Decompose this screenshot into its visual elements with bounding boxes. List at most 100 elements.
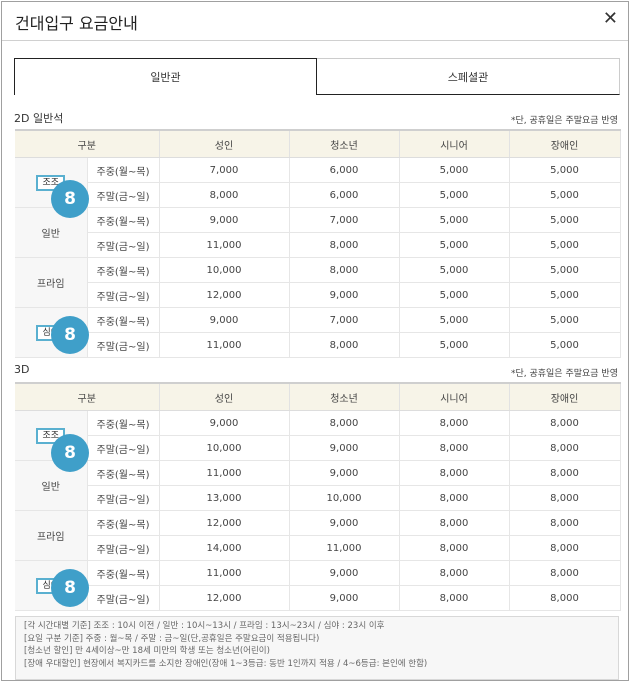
- table-row: 조조 주중(월~목) 7,000 6,000 5,000 5,000: [15, 157, 621, 208]
- price-cell: 8,000: [509, 460, 621, 486]
- price-cell: 5,000: [509, 307, 621, 333]
- section-title-2d: 2D 일반석: [14, 112, 64, 125]
- column-header: 구분: [15, 382, 160, 411]
- price-cell: 5,000: [509, 157, 621, 183]
- price-cell: 8,000: [399, 560, 510, 586]
- table-row: 주말(금~일) 11,000 8,000 5,000 5,000: [15, 232, 621, 258]
- tab-general[interactable]: 일반관: [14, 58, 317, 95]
- price-cell: 10,000: [289, 485, 400, 511]
- column-header: 청소년: [289, 382, 400, 411]
- price-cell: 9,000: [159, 307, 290, 333]
- table-row: 프라임 주중(월~목) 10,000 8,000 5,000 5,000: [15, 257, 621, 308]
- price-cell: 5,000: [399, 307, 510, 333]
- price-cell: 6,000: [289, 157, 400, 183]
- time-label: 프라임: [36, 532, 65, 543]
- price-cell: 9,000: [159, 207, 290, 233]
- price-cell: 14,000: [159, 535, 290, 561]
- price-cell: 8,000: [289, 257, 400, 283]
- day-label: 주중(월~목): [87, 207, 160, 233]
- price-cell: 12,000: [159, 510, 290, 536]
- day-label: 주말(금~일): [87, 182, 160, 208]
- price-cell: 9,000: [289, 510, 400, 536]
- price-cell: 6,000: [289, 182, 400, 208]
- price-cell: 9,000: [289, 560, 400, 586]
- price-cell: 5,000: [509, 182, 621, 208]
- price-cell: 7,000: [289, 307, 400, 333]
- table-row: 주말(금~일) 14,000 11,000 8,000 8,000: [15, 535, 621, 561]
- table-row: 조조 주중(월~목) 9,000 8,000 8,000 8,000: [15, 410, 621, 461]
- price-cell: 7,000: [159, 157, 290, 183]
- column-header: 시니어: [399, 382, 510, 411]
- price-cell: 9,000: [289, 282, 400, 308]
- table-row: 주말(금~일) 13,000 10,000 8,000 8,000: [15, 485, 621, 511]
- price-cell: 11,000: [159, 460, 290, 486]
- age-rating-circle: 8: [51, 180, 89, 218]
- section-note-2d: *단, 공휴일은 주말요금 반영: [510, 116, 618, 126]
- day-label: 주말(금~일): [87, 435, 160, 461]
- column-header: 구분: [15, 129, 160, 158]
- price-cell: 5,000: [509, 207, 621, 233]
- price-cell: 5,000: [399, 257, 510, 283]
- price-cell: 5,000: [399, 232, 510, 258]
- price-cell: 8,000: [399, 485, 510, 511]
- price-cell: 12,000: [159, 282, 290, 308]
- price-cell: 11,000: [159, 232, 290, 258]
- age-rating-circle: 8: [51, 316, 89, 354]
- note-line: [각 시간대별 기준] 조조 : 10시 이전 / 일반 : 10시~13시 /…: [24, 621, 385, 631]
- price-cell: 8,000: [289, 332, 400, 358]
- price-cell: 9,000: [289, 460, 400, 486]
- table-row: 주말(금~일) 10,000 9,000 8,000 8,000: [15, 435, 621, 461]
- price-cell: 9,000: [159, 410, 290, 436]
- table-row: 일반 주중(월~목) 9,000 7,000 5,000 5,000: [15, 207, 621, 258]
- time-label: 일반: [41, 229, 60, 240]
- table-row: 주말(금~일) 12,000 9,000 5,000 5,000: [15, 282, 621, 308]
- price-cell: 12,000: [159, 585, 290, 611]
- tab-special[interactable]: 스페셜관: [317, 58, 620, 95]
- price-cell: 8,000: [399, 585, 510, 611]
- fee-notes: [각 시간대별 기준] 조조 : 10시 이전 / 일반 : 10시~13시 /…: [15, 616, 619, 680]
- day-label: 주말(금~일): [87, 332, 160, 358]
- note-line: [장애 우대할인] 현장에서 복지카드를 소지한 장애인(장애 1~3등급: 동…: [24, 658, 428, 669]
- column-header: 시니어: [399, 129, 510, 158]
- modal-header: 건대입구 요금안내 ✕: [2, 2, 628, 41]
- price-cell: 8,000: [399, 535, 510, 561]
- table-row: 주말(금~일) 8,000 6,000 5,000 5,000: [15, 182, 621, 208]
- table-row: 프라임 주중(월~목) 12,000 9,000 8,000 8,000: [15, 510, 621, 561]
- day-label: 주중(월~목): [87, 510, 160, 536]
- table-row: 주말(금~일) 12,000 9,000 8,000 8,000: [15, 585, 621, 611]
- section-title-3d: 3D: [14, 363, 30, 376]
- price-cell: 11,000: [159, 332, 290, 358]
- price-cell: 8,000: [509, 535, 621, 561]
- time-group-cell: 프라임: [15, 510, 88, 561]
- price-cell: 8,000: [509, 585, 621, 611]
- price-cell: 11,000: [289, 535, 400, 561]
- column-header: 성인: [159, 382, 290, 411]
- price-cell: 8,000: [399, 460, 510, 486]
- price-cell: 5,000: [509, 232, 621, 258]
- price-cell: 8,000: [399, 510, 510, 536]
- day-label: 주중(월~목): [87, 410, 160, 436]
- age-rating-circle: 8: [51, 569, 89, 607]
- modal-title: 건대입구 요금안내: [15, 14, 138, 33]
- day-label: 주말(금~일): [87, 535, 160, 561]
- close-icon[interactable]: ✕: [602, 8, 618, 29]
- price-cell: 7,000: [289, 207, 400, 233]
- table-row: 일반 주중(월~목) 11,000 9,000 8,000 8,000: [15, 460, 621, 511]
- price-cell: 8,000: [289, 232, 400, 258]
- day-label: 주말(금~일): [87, 282, 160, 308]
- price-cell: 8,000: [399, 410, 510, 436]
- price-cell: 8,000: [159, 182, 290, 208]
- price-cell: 10,000: [159, 435, 290, 461]
- price-cell: 9,000: [289, 585, 400, 611]
- column-header: 장애인: [509, 382, 621, 411]
- price-cell: 10,000: [159, 257, 290, 283]
- price-cell: 8,000: [289, 410, 400, 436]
- price-table: 구분 성인 청소년 시니어 장애인 조조 주중(월~목) 7,000 6,000 5,000 5,0…: [15, 129, 621, 358]
- tab-bar: 일반관 스페셜관: [14, 58, 620, 96]
- section-note-3d: *단, 공휴일은 주말요금 반영: [510, 369, 618, 379]
- price-cell: 5,000: [399, 182, 510, 208]
- price-cell: 13,000: [159, 485, 290, 511]
- time-group-cell: 프라임: [15, 257, 88, 308]
- price-cell: 5,000: [399, 282, 510, 308]
